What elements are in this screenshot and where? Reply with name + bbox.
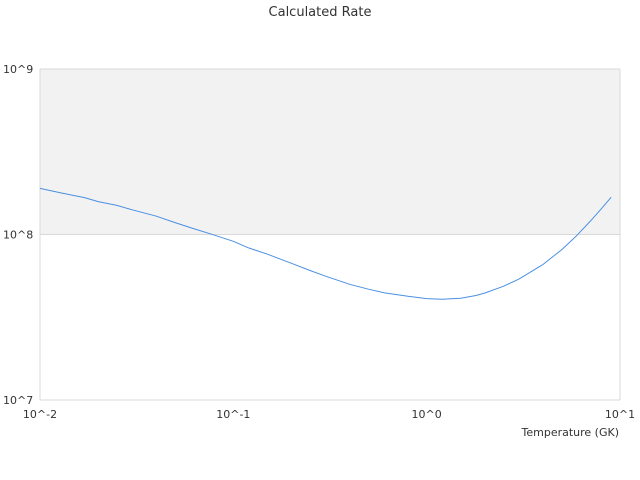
y-tick-label-1: 10^8: [3, 229, 33, 242]
y-tick-label-0: 10^7: [3, 394, 33, 407]
shaded-band: [40, 69, 620, 235]
grid: [39, 68, 621, 401]
tick-labels: 10^7 10^8 10^9 10^-2 10^-1 10^0 10^1: [3, 63, 635, 421]
x-axis-title: Temperature (GK): [521, 426, 620, 439]
x-tick-label-3: 10^1: [605, 408, 635, 421]
x-tick-label-1: 10^-1: [216, 408, 250, 421]
y-tick-label-2: 10^9: [3, 63, 33, 76]
series: [39, 187, 612, 300]
chart-title: Calculated Rate: [269, 5, 372, 20]
series-line-0: [39, 187, 612, 300]
x-tick-label-0: 10^-2: [23, 408, 57, 421]
x-tick-label-2: 10^0: [412, 408, 442, 421]
